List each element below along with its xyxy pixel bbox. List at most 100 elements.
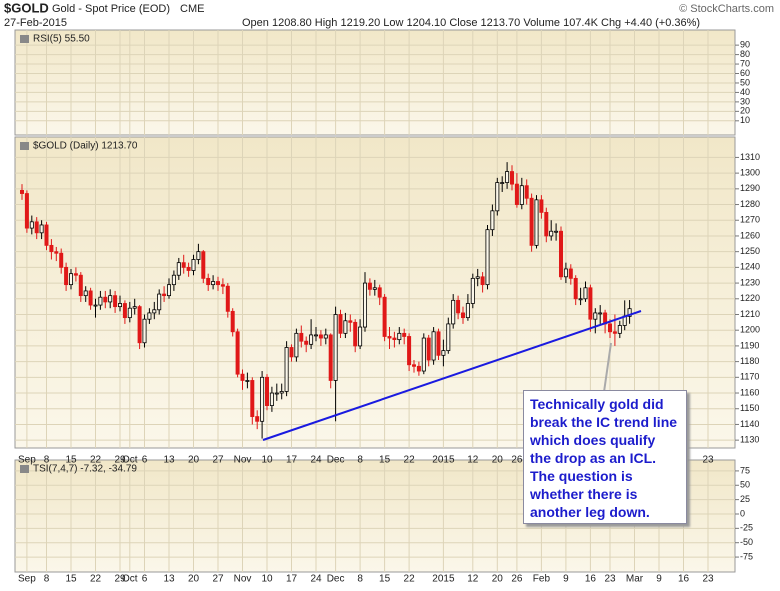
x-tick-label: 12 xyxy=(467,574,479,585)
candle-body xyxy=(211,281,216,286)
y-tick-label: 1170 xyxy=(740,372,759,382)
y-tick-label: 1140 xyxy=(740,419,759,429)
candle-body xyxy=(465,303,470,319)
y-tick-label: 60 xyxy=(740,68,750,78)
x-tick-label: 9 xyxy=(563,574,569,585)
x-tick-label: Oct xyxy=(122,574,138,585)
panel-label: $GOLD (Daily) 1213.70 xyxy=(33,141,138,152)
x-tick-label: Mar xyxy=(626,574,644,585)
candle-body xyxy=(93,304,98,307)
x-tick-label: Nov xyxy=(234,455,252,466)
quote: Open 1208.80 High 1219.20 Low 1204.10 Cl… xyxy=(242,17,700,29)
candle-body xyxy=(358,326,363,347)
candle-body xyxy=(260,376,265,422)
y-tick-label: 0 xyxy=(740,508,745,518)
y-tick-label: 30 xyxy=(740,96,750,106)
x-tick-label: 23 xyxy=(702,574,714,585)
candle-body xyxy=(612,331,617,334)
candle-body xyxy=(578,298,583,301)
candle-body xyxy=(230,310,235,333)
candle-body xyxy=(563,268,568,278)
y-tick-label: 70 xyxy=(740,58,750,68)
x-tick-label: 17 xyxy=(286,455,298,466)
candle-body xyxy=(568,268,573,279)
candle-body xyxy=(500,182,505,184)
candle-body xyxy=(353,321,358,347)
x-tick-label: Feb xyxy=(533,574,551,585)
x-tick-label: 17 xyxy=(286,574,298,585)
x-tick-label: 9 xyxy=(656,574,662,585)
x-tick-label: 20 xyxy=(188,574,200,585)
candle-body xyxy=(299,332,304,342)
x-tick-label: 24 xyxy=(310,574,322,585)
candle-body xyxy=(196,251,201,260)
x-tick-label: 6 xyxy=(142,574,148,585)
candle-body xyxy=(83,290,88,297)
x-tick-label: 22 xyxy=(404,574,416,585)
candle-body xyxy=(539,199,544,213)
y-tick-label: 1280 xyxy=(740,199,760,209)
candle-body xyxy=(69,273,74,286)
x-tick-label: 10 xyxy=(261,574,273,585)
candle-body xyxy=(377,287,382,298)
exchange: CME xyxy=(180,3,204,15)
candle-body xyxy=(255,416,260,422)
y-tick-label: 20 xyxy=(740,106,750,116)
candle-body xyxy=(554,230,559,233)
candle-body xyxy=(416,365,421,372)
candle-body xyxy=(108,295,113,303)
y-tick-label: 1150 xyxy=(740,403,759,413)
y-tick-label: 1300 xyxy=(740,168,760,178)
x-tick-label: Sep xyxy=(18,455,36,466)
candle-body xyxy=(181,262,186,268)
candle-body xyxy=(250,380,255,417)
y-tick-label: 1130 xyxy=(740,435,759,445)
y-tick-label: 40 xyxy=(740,87,750,97)
candle-body xyxy=(289,347,294,358)
x-tick-label: Dec xyxy=(327,574,345,585)
candle-body xyxy=(480,276,485,286)
candle-body xyxy=(456,299,461,314)
candle-body xyxy=(152,309,157,314)
candle-body xyxy=(162,293,167,297)
candle-body xyxy=(470,277,475,304)
annotation-box: Technically gold did break the IC trend … xyxy=(523,390,687,524)
candle-body xyxy=(127,307,132,319)
candle-body xyxy=(593,312,598,320)
candle-body xyxy=(505,171,510,183)
candle-body xyxy=(220,284,225,287)
x-tick-label: 8 xyxy=(357,455,363,466)
y-tick-label: 50 xyxy=(740,480,750,490)
candle-body xyxy=(617,325,622,334)
candle-body xyxy=(402,332,407,337)
x-tick-label: 16 xyxy=(585,574,597,585)
candle-body xyxy=(519,185,524,205)
candle-body xyxy=(73,273,78,276)
x-tick-label: Oct xyxy=(122,455,138,466)
candle-body xyxy=(524,185,529,199)
panel-icon xyxy=(20,465,29,473)
panel-label: RSI(5) 55.50 xyxy=(33,34,90,45)
candle-body xyxy=(19,190,24,194)
candle-body xyxy=(166,284,171,297)
x-tick-label: 12 xyxy=(467,455,479,466)
candle-body xyxy=(588,287,593,320)
y-tick-label: 1260 xyxy=(740,230,760,240)
candle-body xyxy=(323,334,328,339)
candle-body xyxy=(54,251,59,254)
candle-body xyxy=(147,312,152,320)
candle-body xyxy=(78,274,83,297)
candle-body xyxy=(348,320,353,323)
candle-body xyxy=(98,296,103,306)
candle-body xyxy=(382,296,387,337)
candle-body xyxy=(113,295,118,308)
y-tick-label: 1200 xyxy=(740,325,760,335)
candle-body xyxy=(372,287,377,290)
candle-body xyxy=(397,332,402,341)
y-tick-label: -25 xyxy=(740,523,753,533)
date: 27-Feb-2015 xyxy=(4,17,67,29)
y-tick-label: -75 xyxy=(740,551,753,561)
candle-body xyxy=(34,221,39,234)
